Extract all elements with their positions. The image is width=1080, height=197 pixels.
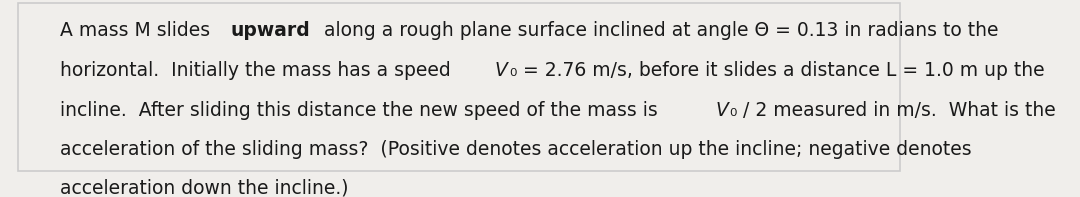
- Text: A mass M slides: A mass M slides: [59, 21, 216, 40]
- Text: ₀: ₀: [509, 61, 516, 80]
- Text: V: V: [495, 61, 508, 80]
- Text: ₀: ₀: [729, 101, 737, 121]
- Text: V: V: [715, 101, 728, 121]
- Text: upward: upward: [231, 21, 311, 40]
- Text: along a rough plane surface inclined at angle Θ = 0.13 in radians to the: along a rough plane surface inclined at …: [319, 21, 999, 40]
- Text: acceleration down the incline.): acceleration down the incline.): [59, 178, 348, 197]
- Text: acceleration of the sliding mass?  (Positive denotes acceleration up the incline: acceleration of the sliding mass? (Posit…: [59, 140, 971, 159]
- Text: / 2 measured in m/s.  What is the: / 2 measured in m/s. What is the: [738, 101, 1056, 121]
- Text: incline.  After sliding this distance the new speed of the mass is: incline. After sliding this distance the…: [59, 101, 658, 121]
- FancyBboxPatch shape: [18, 4, 900, 171]
- Text: horizontal.  Initially the mass has a speed: horizontal. Initially the mass has a spe…: [59, 61, 457, 80]
- Text: = 2.76 m/s, before it slides a distance L = 1.0 m up the: = 2.76 m/s, before it slides a distance …: [517, 61, 1044, 80]
